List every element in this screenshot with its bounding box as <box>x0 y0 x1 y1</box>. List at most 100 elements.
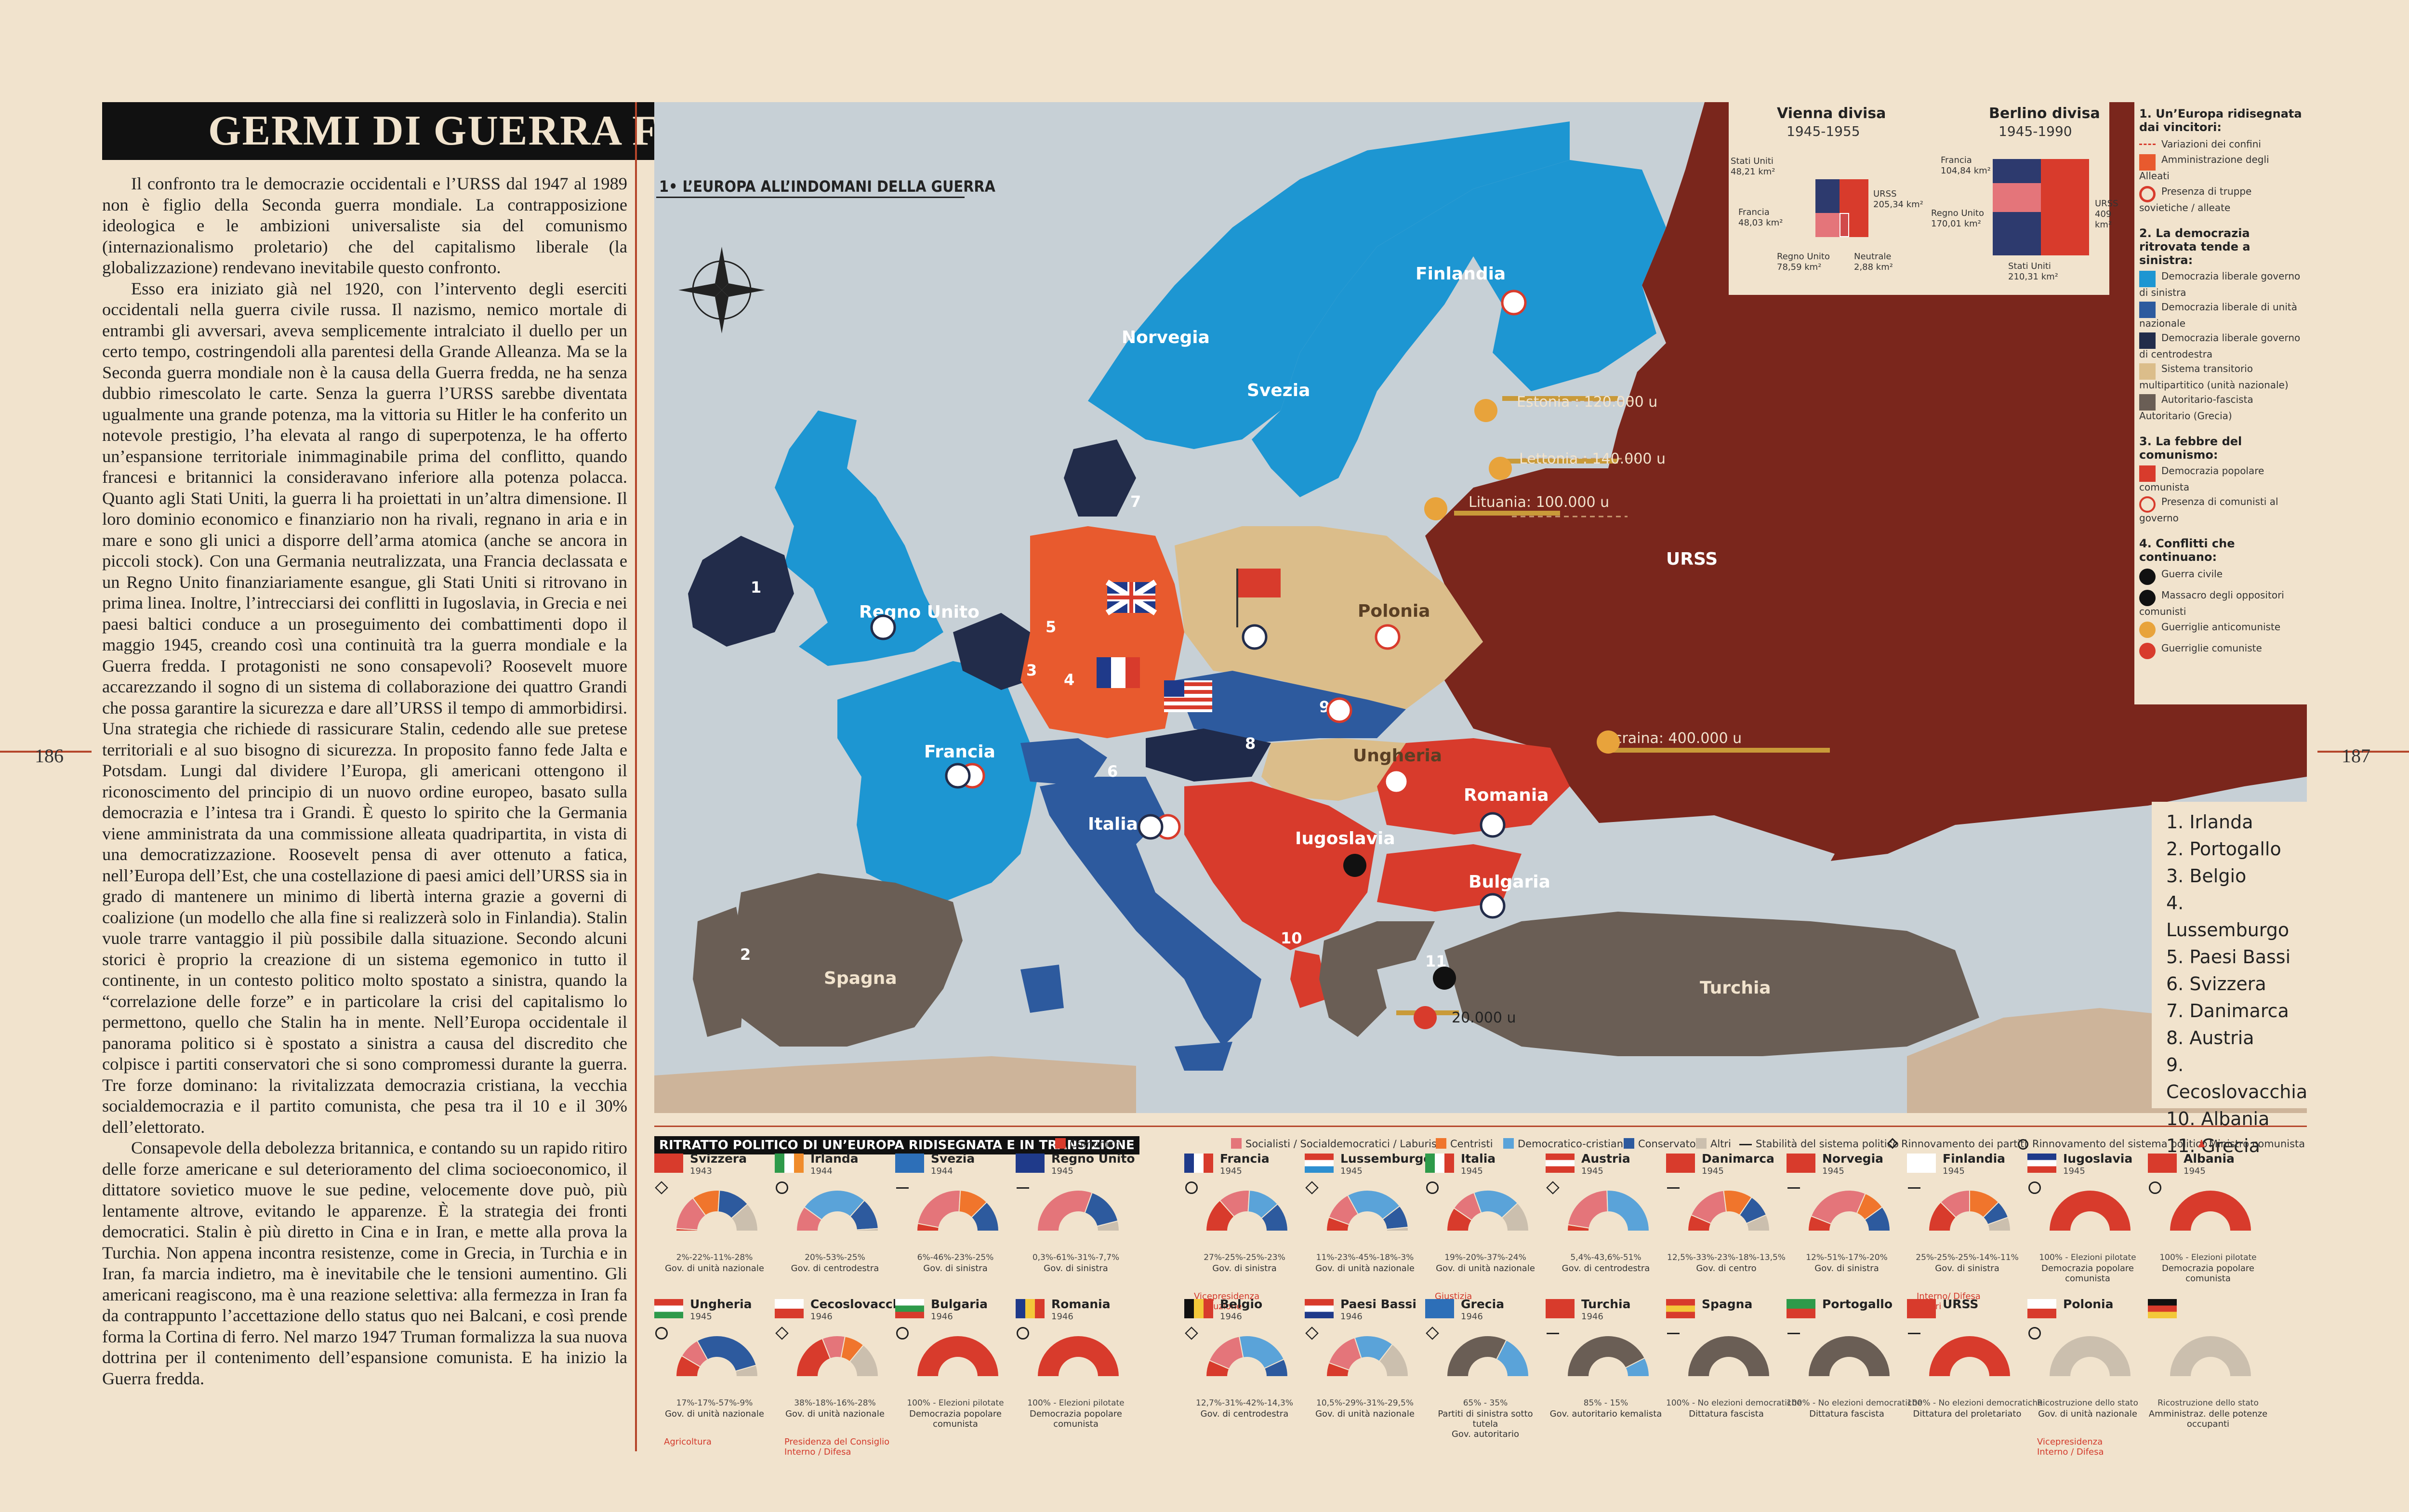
column-divider <box>635 102 637 1451</box>
swatch-dc <box>1503 1138 1514 1149</box>
country-name: Paesi Bassi <box>1340 1297 1416 1311</box>
legend-item: Autoritario-fascista Autoritario (Grecia… <box>2139 394 2253 422</box>
uk-flag-icon <box>1105 579 1157 616</box>
seat-percentages: 100% - No elezioni democratiche <box>1787 1398 1922 1408</box>
swatch-comunisti <box>1055 1138 1066 1149</box>
portrait-legend-item: Stabilità del sistema politico <box>1739 1138 1899 1150</box>
seat-segment-dc <box>1347 1190 1401 1220</box>
flag-pt-icon <box>1787 1299 1815 1318</box>
parliament-semicircle <box>1807 1190 1891 1232</box>
seat-segment-alt <box>2048 1335 2132 1377</box>
country-portrait-card: Bulgaria 1946 100% - Elezioni pilotate Demo… <box>895 1297 1016 1442</box>
flame-icon <box>2139 643 2156 659</box>
liberal-national-swatch <box>2139 302 2156 318</box>
border-change-swatch <box>2139 144 2156 146</box>
country-name: Albania <box>2184 1152 2235 1166</box>
flag-ch-icon <box>654 1154 683 1173</box>
seat-percentages: 100% - No elezioni democratiche <box>1907 1398 2043 1408</box>
berlino-uk-block <box>1993 183 2041 212</box>
seat-percentages: 6%-46%-23%-25% <box>917 1253 994 1262</box>
government-type: Gov. di sinistra <box>1212 1263 1277 1273</box>
seat-percentages: 100% - Elezioni pilotate <box>2159 1253 2257 1262</box>
vienna-years: 1945-1955 <box>1787 123 1860 139</box>
seat-segment-alt <box>730 1203 759 1232</box>
election-year: 1946 <box>1340 1312 1363 1322</box>
seat-percentages: 19%-20%-37%-24% <box>1444 1253 1526 1262</box>
region-ungheria <box>1261 738 1406 801</box>
label-romania: Romania <box>1464 785 1549 805</box>
country-name: Francia <box>1220 1152 1270 1166</box>
guerrilla-bar-lettonia <box>1502 459 1618 464</box>
diamond-icon <box>1305 1326 1319 1340</box>
country-name: Danimarca <box>1702 1152 1774 1166</box>
flag-uk-icon <box>1016 1154 1045 1173</box>
seat-segment-alt <box>1386 1226 1409 1232</box>
parliament-semicircle <box>2169 1190 2252 1232</box>
seat-segment-dc <box>1625 1357 1650 1377</box>
election-year: 1946 <box>1581 1312 1603 1322</box>
diamond-icon <box>1426 1326 1439 1340</box>
flag-yu-icon <box>2027 1154 2056 1173</box>
flag-it-icon <box>1425 1154 1454 1173</box>
map-number-3: 3 <box>1026 661 1037 679</box>
parliament-semicircle <box>1807 1335 1891 1377</box>
region-bulgaria <box>1377 844 1522 912</box>
stability-line-icon <box>1667 1333 1680 1334</box>
flag-dk-icon <box>1666 1154 1695 1173</box>
massacre-icon <box>2139 590 2156 606</box>
swatch-socialisti <box>1231 1138 1242 1149</box>
government-type: Gov. di centrodestra <box>1200 1409 1289 1419</box>
region-spagna <box>731 873 963 1047</box>
flag-ro-icon <box>1016 1299 1045 1318</box>
page-number-rule-right <box>2317 751 2409 753</box>
seat-segment-com <box>2169 1190 2252 1232</box>
election-year: 1945 <box>2063 1166 2085 1176</box>
government-type: Gov. di sinistra <box>923 1263 988 1273</box>
government-type: Gov. di unità nazionale <box>665 1409 764 1419</box>
map-svg: Finlandia Norvegia Svezia Regno Unito Fr… <box>654 102 2307 1113</box>
region-regno-unito <box>775 411 943 666</box>
government-type: Gov. di unità nazionale <box>1315 1263 1415 1273</box>
liberal-centreright-swatch <box>2139 332 2156 349</box>
seat-segment-alt <box>735 1365 759 1377</box>
map-number-8: 8 <box>1245 734 1256 753</box>
legend-label: Democratico-cristiani <box>1518 1138 1626 1150</box>
seat-percentages: Ricostruzione dello stato <box>2158 1398 2259 1408</box>
government-type: Democrazia popolare comunista <box>1030 1409 1122 1429</box>
stability-line-icon <box>896 1187 909 1189</box>
election-year: 1945 <box>1220 1166 1242 1176</box>
legend-item: Democrazia liberale governo di sinistra <box>2139 270 2301 298</box>
minister-icon: ♟ <box>2197 1138 2206 1150</box>
seat-segment-con <box>1263 1358 1289 1377</box>
country-name: Ungheria <box>690 1297 752 1311</box>
country-portrait-card: Polonia Ricostruzione dello stato Gov. di … <box>2027 1297 2148 1457</box>
seat-percentages: 10,5%-29%-31%-29,5% <box>1316 1398 1414 1408</box>
flag-gr-icon <box>1425 1299 1454 1318</box>
legend-label: Conservatori <box>1638 1138 1703 1150</box>
seat-segment-dc <box>803 1190 865 1220</box>
legend-item: Massacro degli oppositori comunisti <box>2139 589 2284 617</box>
portrait-legend-item: Comunisti <box>1055 1138 1120 1150</box>
election-year: 1946 <box>1051 1312 1073 1322</box>
seat-segment-dc <box>1606 1190 1650 1232</box>
authoritarian-swatch <box>2139 394 2156 411</box>
election-year: 1946 <box>810 1312 833 1322</box>
ussr-flag-icon <box>1236 569 1281 627</box>
troops-icon <box>1138 814 1164 840</box>
list-item: 8. Austria <box>2166 1027 2254 1048</box>
legend-item: Guerriglie anticomuniste <box>2161 621 2281 633</box>
liberal-left-swatch <box>2139 271 2156 287</box>
country-portrait-card: Svezia 1944 6%-46%-23%-25% Gov. di sinistra <box>895 1152 1016 1296</box>
seat-percentages: 100% - Elezioni pilotate <box>907 1398 1004 1408</box>
guerrilla-label-estonia: Estonia : 120.000 u <box>1517 394 1657 411</box>
seat-percentages: 0,3%-61%-31%-7,7% <box>1032 1253 1120 1262</box>
parliament-semicircle <box>1928 1335 2012 1377</box>
vienna-uk-block <box>1840 213 1849 237</box>
parliament-semicircle <box>1687 1335 1771 1377</box>
country-name: Polonia <box>2063 1297 2114 1311</box>
seat-segment-alt <box>1378 1343 1409 1377</box>
country-name: Romania <box>1051 1297 1111 1311</box>
seat-percentages: 20%-53%-25% <box>805 1253 865 1262</box>
seat-segment-con <box>1864 1206 1891 1232</box>
election-year: 1946 <box>931 1312 953 1322</box>
